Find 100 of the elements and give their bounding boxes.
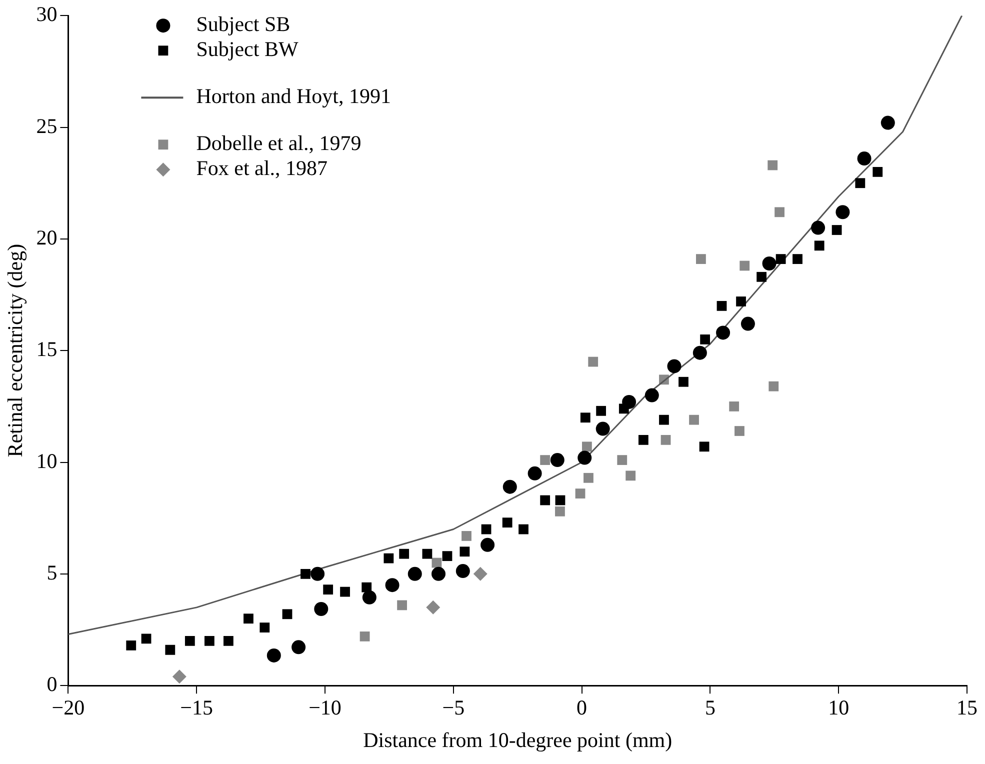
point	[740, 260, 750, 271]
legend-label: Dobelle et al., 1979	[196, 131, 362, 156]
point	[442, 551, 452, 562]
point	[555, 506, 565, 516]
legend-label: Horton and Hoyt, 1991	[196, 84, 392, 108]
point	[432, 558, 442, 568]
y-tick-label: 5	[46, 560, 58, 584]
point	[774, 207, 784, 218]
point	[872, 166, 883, 177]
point	[740, 316, 755, 331]
point	[340, 586, 350, 597]
point	[528, 466, 542, 480]
point	[473, 566, 488, 581]
point	[857, 152, 872, 166]
point	[638, 434, 648, 445]
point	[696, 254, 706, 264]
point	[460, 546, 470, 557]
y-tick-label: 0	[46, 672, 58, 696]
y-tick-label: 15	[36, 337, 58, 362]
point	[768, 160, 778, 170]
point	[596, 422, 610, 436]
point	[699, 442, 710, 452]
point	[584, 472, 594, 483]
point	[314, 602, 328, 616]
point	[762, 256, 776, 270]
point	[768, 381, 779, 392]
point	[518, 524, 528, 534]
point	[729, 401, 740, 412]
point	[622, 394, 636, 409]
point	[716, 326, 730, 340]
point	[540, 495, 550, 506]
point	[776, 254, 786, 264]
point	[626, 470, 636, 481]
point	[596, 406, 606, 416]
y-tick-label: 25	[36, 114, 58, 138]
x-tick-label: −10	[308, 696, 342, 720]
point	[266, 648, 281, 662]
point	[184, 636, 195, 646]
point	[260, 622, 270, 632]
point	[736, 296, 746, 306]
y-axis-title: Retinal eccentricity (deg)	[3, 244, 28, 458]
point	[811, 220, 826, 235]
point	[385, 578, 400, 592]
x-tick-label: −20	[52, 696, 85, 720]
point	[756, 272, 767, 282]
point	[836, 205, 850, 220]
x-tick-label: 0	[576, 696, 588, 720]
point	[204, 636, 214, 646]
point	[456, 564, 470, 578]
point	[734, 426, 744, 436]
point	[165, 644, 176, 655]
point	[716, 300, 727, 311]
point	[462, 531, 472, 541]
x-axis-title: Distance from 10-degree point (mm)	[363, 728, 672, 752]
x-tick-label: 15	[956, 696, 978, 720]
point	[141, 634, 152, 644]
point	[422, 548, 432, 559]
point	[814, 240, 824, 251]
x-tick-label: 5	[704, 696, 716, 720]
point	[578, 450, 592, 465]
point	[659, 414, 669, 425]
point	[660, 434, 671, 445]
point	[678, 376, 688, 387]
point	[689, 414, 699, 425]
point	[580, 412, 590, 423]
point	[540, 455, 550, 465]
y-tick-label: 10	[36, 448, 58, 473]
point	[700, 334, 710, 344]
point	[399, 548, 410, 559]
point	[575, 488, 586, 498]
point	[480, 538, 495, 552]
point	[323, 584, 334, 595]
point	[880, 116, 895, 130]
point	[502, 518, 512, 528]
point	[300, 568, 310, 579]
point	[481, 524, 492, 534]
y-tick-label: 30	[36, 2, 58, 26]
point	[667, 359, 682, 374]
point	[426, 600, 440, 614]
point	[282, 609, 292, 620]
point	[792, 254, 802, 264]
point	[644, 388, 659, 402]
point	[310, 566, 325, 581]
point	[244, 614, 254, 624]
point	[832, 225, 842, 235]
x-tick-label: −5	[442, 696, 465, 720]
point	[555, 495, 566, 506]
point	[617, 455, 628, 465]
point	[384, 553, 394, 564]
point	[360, 632, 370, 642]
point	[855, 178, 866, 188]
point	[432, 566, 446, 581]
point	[582, 442, 592, 452]
point	[588, 356, 598, 367]
point	[292, 640, 306, 654]
point	[408, 566, 422, 581]
point	[172, 670, 186, 684]
point	[550, 453, 564, 468]
x-tick-label: 10	[828, 696, 850, 720]
point	[223, 636, 234, 646]
